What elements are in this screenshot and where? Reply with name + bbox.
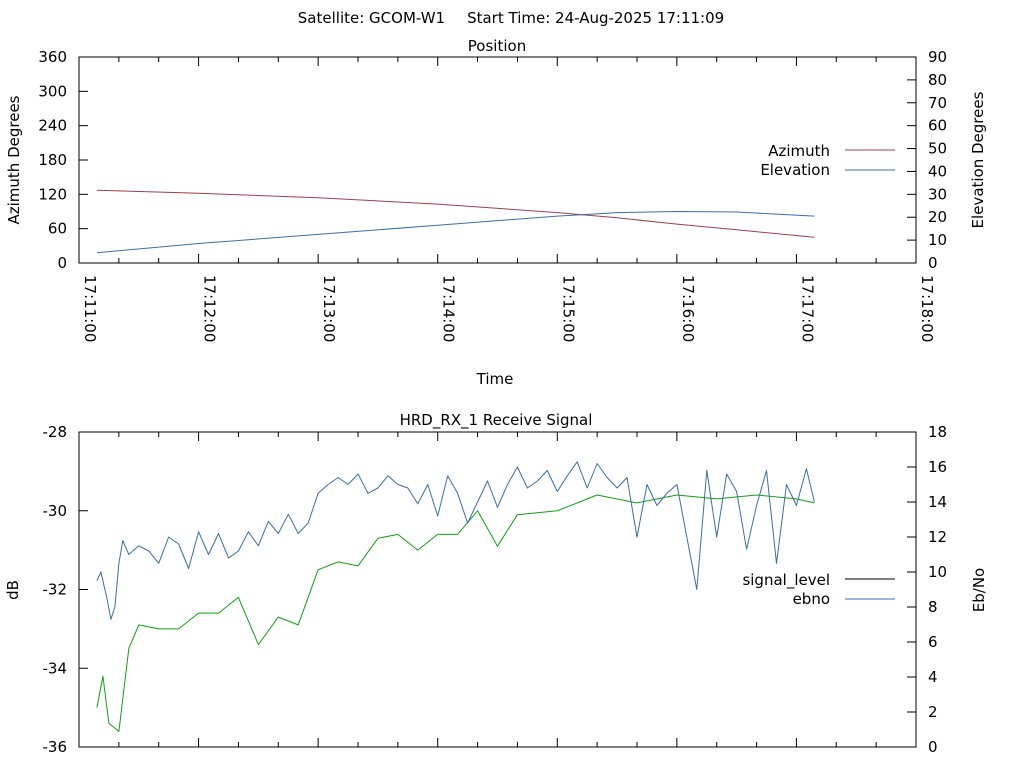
elevation-axis-tick-label: 50 [928, 140, 947, 158]
elevation-axis-label: Elevation Degrees [969, 91, 987, 228]
db-axis-tick-label: -30 [43, 502, 68, 520]
position-series [96, 189, 815, 254]
ebno-axis-label: Eb/No [970, 568, 988, 612]
time-tick-label: 17:17:00 [798, 275, 816, 342]
db-axis-tick-label: -32 [43, 581, 68, 599]
signal-level-line [96, 494, 815, 732]
elevation-axis-tick-label: 80 [928, 71, 947, 89]
time-axis-label: Time [476, 370, 514, 388]
azimuth-axis-tick-label: 120 [38, 185, 67, 203]
time-tick-label: 17:13:00 [320, 275, 338, 342]
elevation-axis-tick-label: 70 [928, 94, 947, 112]
position-y-axis: 0 60 120 180 240 300 360 [38, 48, 88, 272]
position-y2-axis: 0 10 20 30 40 50 60 70 80 90 [907, 48, 947, 272]
elevation-axis-tick-label: 20 [928, 208, 947, 226]
ebno-axis-tick-label: 8 [928, 598, 938, 616]
db-axis: -36 -34 -32 -30 -28 [43, 423, 88, 756]
receive-legend: signal_level ebno [742, 571, 895, 608]
position-legend: Azimuth Elevation [760, 142, 895, 179]
db-axis-tick-label: -36 [43, 738, 68, 756]
elevation-axis-tick-label: 10 [928, 231, 947, 249]
ebno-axis-tick-label: 16 [928, 458, 947, 476]
time-tick-label: 17:12:00 [201, 275, 219, 342]
db-axis-tick-label: -34 [43, 659, 68, 677]
legend-elevation-label: Elevation [760, 161, 830, 179]
time-tick-label: 17:15:00 [559, 275, 577, 342]
time-tick-label: 17:18:00 [918, 275, 936, 342]
legend-signal-level-label: signal_level [742, 571, 830, 590]
azimuth-axis-tick-label: 60 [48, 220, 67, 238]
legend-azimuth-label: Azimuth [768, 142, 830, 160]
receive-plot-frame [78, 431, 917, 748]
elevation-axis-tick-label: 40 [928, 162, 947, 180]
azimuth-axis-tick-label: 300 [38, 82, 67, 100]
time-tick-label: 17:11:00 [81, 275, 99, 342]
ebno-axis-tick-label: 14 [928, 493, 947, 511]
start-time-label: Start Time: 24-Aug-2025 17:11:09 [467, 9, 724, 27]
ebno-line [96, 461, 815, 620]
position-chart: Position 0 60 120 180 240 300 360 0 10 20 30 40 50 6… [5, 37, 987, 388]
legend-ebno-label: ebno [793, 590, 830, 608]
azimuth-axis-tick-label: 180 [38, 151, 67, 169]
position-chart-title: Position [468, 37, 526, 55]
elevation-axis-tick-label: 0 [928, 254, 938, 272]
position-x-axis: 17:11:00 17:12:00 17:13:00 17:14:00 17:15:00… [78, 57, 936, 342]
azimuth-axis-tick-label: 0 [57, 254, 67, 272]
ebno-axis-tick-label: 12 [928, 528, 947, 546]
receive-x-axis [78, 432, 917, 747]
ebno-axis-tick-label: 2 [928, 703, 938, 721]
db-axis-label: dB [4, 580, 22, 600]
azimuth-axis-tick-label: 240 [38, 117, 67, 135]
elevation-axis-tick-label: 30 [928, 185, 947, 203]
db-axis-tick-label: -28 [43, 423, 68, 441]
ebno-axis-tick-label: 10 [928, 563, 947, 581]
receive-series [96, 461, 815, 732]
header-line: Satellite: GCOM-W1 Start Time: 24-Aug-202… [298, 9, 724, 27]
time-tick-label: 17:16:00 [679, 275, 697, 342]
ebno-axis-tick-label: 4 [928, 668, 938, 686]
position-plot-frame [78, 56, 917, 264]
elevation-axis-tick-label: 90 [928, 48, 947, 66]
elevation-line [96, 211, 815, 254]
satellite-label: Satellite: GCOM-W1 [298, 9, 445, 27]
elevation-axis-tick-label: 60 [928, 117, 947, 135]
ebno-axis: 0 2 4 6 8 10 12 14 16 18 [907, 423, 947, 756]
azimuth-axis-label: Azimuth Degrees [5, 95, 23, 224]
ebno-axis-tick-label: 18 [928, 423, 947, 441]
azimuth-axis-tick-label: 360 [38, 48, 67, 66]
time-tick-label: 17:14:00 [440, 275, 458, 342]
azimuth-line [96, 189, 815, 238]
ebno-axis-tick-label: 0 [928, 738, 938, 756]
ebno-axis-tick-label: 6 [928, 633, 938, 651]
receive-signal-chart: HRD_RX_1 Receive Signal -36-34-32-30-28 … [4, 411, 988, 756]
receive-chart-title: HRD_RX_1 Receive Signal [400, 411, 593, 430]
